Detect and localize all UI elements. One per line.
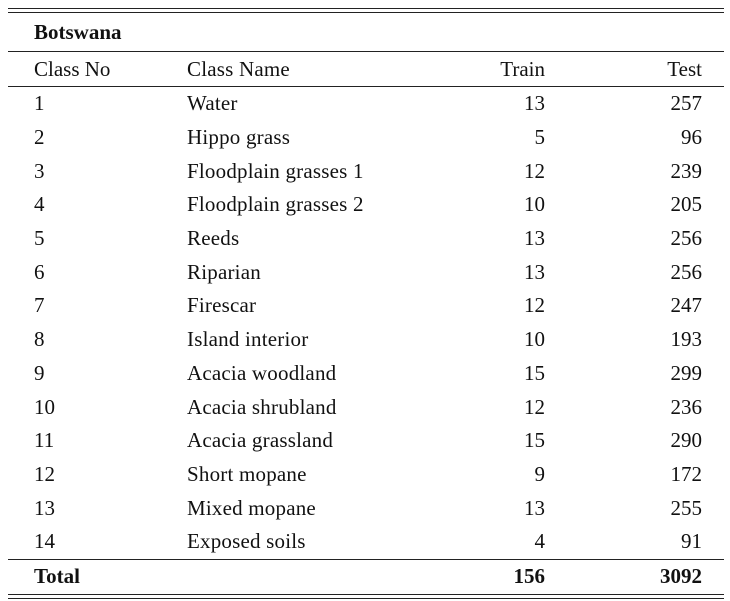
- top-rule-2: [8, 12, 724, 13]
- class-name-cell: Floodplain grasses 1: [187, 158, 364, 183]
- class-name-cell: Reeds: [187, 226, 240, 251]
- class-no-cell: 11: [34, 428, 55, 453]
- table-row: 8 Island interior 10 193: [8, 323, 724, 357]
- test-count-cell: 256: [670, 259, 703, 284]
- class-name-cell: Firescar: [187, 293, 257, 318]
- class-name-cell: Floodplain grasses 2: [187, 192, 364, 217]
- train-count-cell: 12: [524, 158, 545, 183]
- class-no-cell: 5: [34, 226, 45, 251]
- table-row: 7 Firescar 12 247: [8, 289, 724, 323]
- class-name-cell: Riparian: [187, 259, 261, 284]
- table-row: 1 Water 13 257: [8, 87, 724, 121]
- class-name-cell: Exposed soils: [187, 529, 306, 554]
- class-name-cell: Hippo grass: [187, 125, 291, 150]
- train-count-cell: 13: [524, 91, 545, 116]
- class-name-cell: Water: [187, 91, 238, 116]
- class-no-cell: 7: [34, 293, 45, 318]
- train-count-cell: 15: [524, 428, 545, 453]
- train-count-cell: 13: [524, 259, 545, 284]
- test-count-cell: 205: [670, 192, 703, 217]
- table-row: 3 Floodplain grasses 1 12 239: [8, 154, 724, 188]
- class-name-cell: Island interior: [187, 327, 309, 352]
- top-rule-1: [8, 8, 724, 9]
- total-name-empty: [187, 558, 366, 594]
- class-no-cell: 3: [34, 158, 45, 183]
- test-count-cell: 172: [670, 461, 703, 486]
- class-no-cell: 12: [34, 461, 55, 486]
- class-name-cell: Short mopane: [187, 461, 307, 486]
- table-row: 9 Acacia woodland 15 299: [8, 357, 724, 391]
- train-count-cell: 9: [534, 461, 546, 486]
- class-no-cell: 13: [34, 495, 55, 520]
- test-count-cell: 236: [670, 394, 703, 419]
- total-test: 3092: [545, 558, 724, 594]
- dataset-table: Botswana Class No Class Name Train Test …: [8, 8, 724, 599]
- table-row: 6 Riparian 13 256: [8, 255, 724, 289]
- table-row: 10 Acacia shrubland 12 236: [8, 390, 724, 424]
- train-count-cell: 12: [524, 394, 545, 419]
- class-no-cell: 2: [34, 125, 45, 150]
- class-table: Botswana Class No Class Name Train Test …: [8, 13, 724, 594]
- train-count-cell: 13: [524, 495, 545, 520]
- test-count-cell: 239: [670, 158, 703, 183]
- train-count-cell: 10: [524, 327, 545, 352]
- class-name-cell: Mixed mopane: [187, 495, 316, 520]
- test-count-cell: 247: [670, 293, 703, 318]
- train-count-cell: 12: [524, 293, 545, 318]
- header-row: Class No Class Name Train Test: [8, 51, 724, 87]
- table-row: 13 Mixed mopane 13 255: [8, 491, 724, 525]
- header-class-no: Class No: [8, 51, 187, 87]
- class-name-cell: Acacia woodland: [187, 360, 337, 385]
- test-count-cell: 299: [670, 360, 703, 385]
- bottom-rule-2: [8, 597, 724, 599]
- class-no-cell: 10: [34, 394, 55, 419]
- table-row: 2 Hippo grass 5 96: [8, 121, 724, 155]
- train-count-cell: 13: [524, 226, 545, 251]
- table-title-row: Botswana: [8, 13, 724, 52]
- total-row: Total 156 3092: [8, 558, 724, 594]
- class-no-cell: 14: [34, 529, 55, 554]
- bottom-rule-1: [8, 593, 724, 595]
- header-class-name: Class Name: [187, 51, 366, 87]
- test-count-cell: 290: [670, 428, 703, 453]
- header-test: Test: [545, 51, 724, 87]
- train-count-cell: 4: [534, 529, 546, 554]
- total-train: 156: [366, 558, 545, 594]
- table-row: 11 Acacia grassland 15 290: [8, 424, 724, 458]
- table-title: Botswana: [8, 13, 724, 52]
- class-no-cell: 9: [34, 360, 45, 385]
- class-name-cell: Acacia grassland: [187, 428, 334, 453]
- class-no-cell: 8: [34, 327, 45, 352]
- train-count-cell: 10: [524, 192, 545, 217]
- test-count-cell: 96: [681, 125, 702, 150]
- header-train: Train: [366, 51, 545, 87]
- total-label: Total: [8, 558, 187, 594]
- test-count-cell: 255: [670, 495, 703, 520]
- test-count-cell: 91: [681, 529, 702, 554]
- class-no-cell: 1: [34, 91, 45, 116]
- table-row: 4 Floodplain grasses 2 10 205: [8, 188, 724, 222]
- test-count-cell: 257: [670, 91, 703, 116]
- train-count-cell: 5: [534, 125, 546, 150]
- table-row: 12 Short mopane 9 172: [8, 458, 724, 492]
- table-row: 14 Exposed soils 4 91: [8, 525, 724, 559]
- table-row: 5 Reeds 13 256: [8, 222, 724, 256]
- class-no-cell: 4: [34, 192, 45, 217]
- test-count-cell: 193: [670, 327, 703, 352]
- class-no-cell: 6: [34, 259, 45, 284]
- test-count-cell: 256: [670, 226, 703, 251]
- train-count-cell: 15: [524, 360, 545, 385]
- class-name-cell: Acacia shrubland: [187, 394, 337, 419]
